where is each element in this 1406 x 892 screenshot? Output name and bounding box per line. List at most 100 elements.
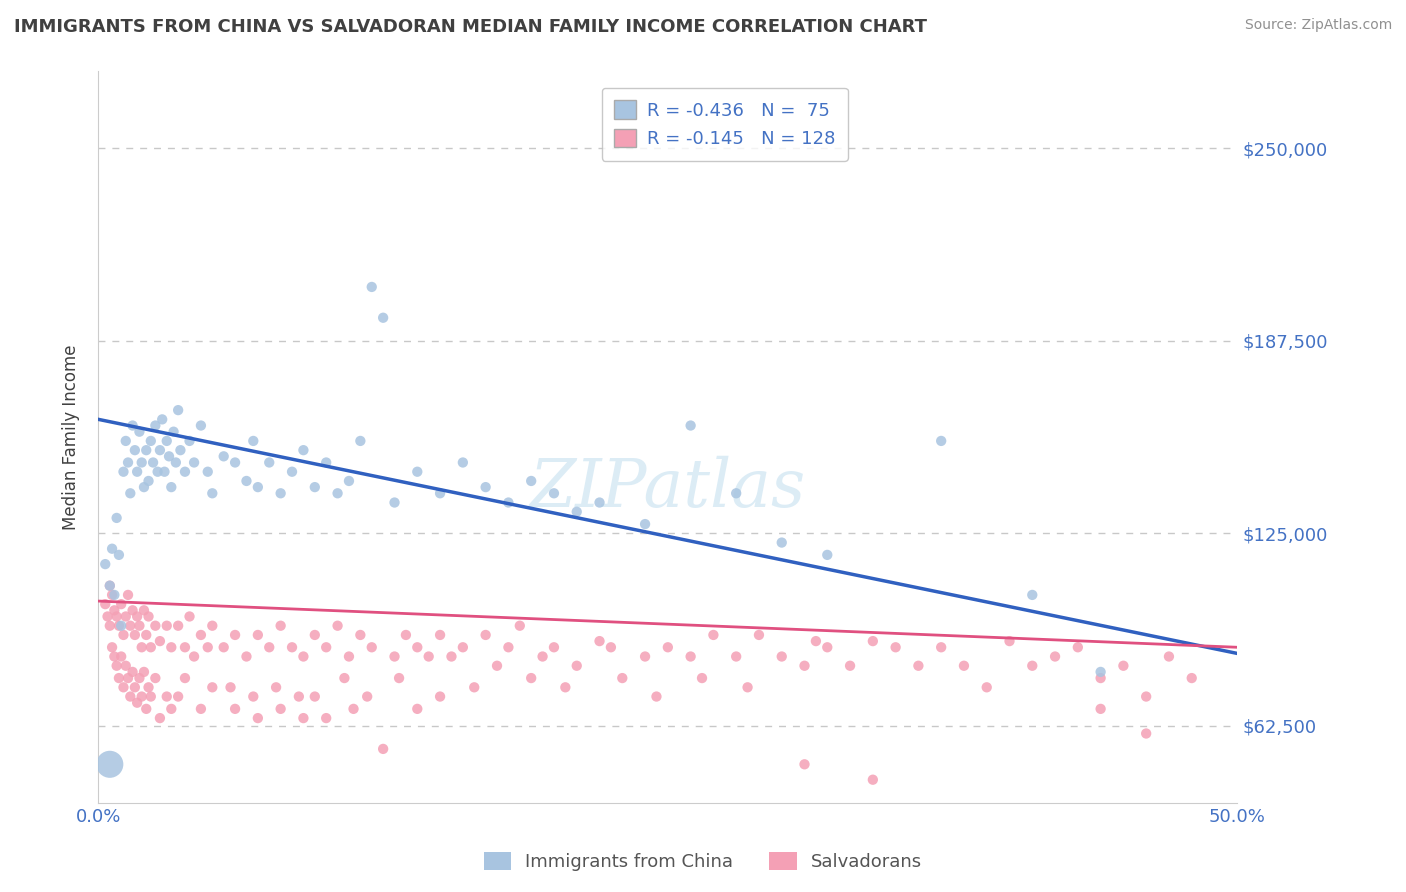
Point — [138, 681, 160, 695]
Point — [360, 280, 382, 294]
Point — [190, 702, 212, 716]
Point — [94, 597, 117, 611]
Point — [612, 671, 634, 685]
Point — [815, 548, 838, 562]
Point — [702, 628, 724, 642]
Point — [124, 443, 146, 458]
Point — [98, 757, 121, 772]
Point — [139, 434, 162, 448]
Point — [804, 634, 827, 648]
Point — [94, 557, 117, 571]
Point — [132, 665, 155, 679]
Point — [657, 640, 679, 655]
Point — [1135, 726, 1157, 740]
Point — [531, 649, 554, 664]
Point — [132, 480, 155, 494]
Point — [270, 702, 292, 716]
Point — [690, 671, 713, 685]
Point — [124, 628, 146, 642]
Point — [463, 681, 485, 695]
Point — [270, 486, 292, 500]
Point — [149, 443, 172, 458]
Point — [135, 628, 157, 642]
Point — [543, 640, 565, 655]
Point — [120, 486, 142, 500]
Point — [770, 535, 793, 549]
Point — [201, 681, 224, 695]
Point — [138, 609, 160, 624]
Point — [117, 671, 139, 685]
Point — [406, 640, 429, 655]
Point — [333, 671, 356, 685]
Point — [121, 418, 143, 433]
Point — [242, 434, 264, 448]
Point — [520, 671, 543, 685]
Point — [862, 634, 884, 648]
Point — [179, 609, 201, 624]
Point — [201, 618, 224, 632]
Point — [474, 480, 496, 494]
Point — [1090, 702, 1112, 716]
Point — [554, 681, 576, 695]
Point — [183, 649, 205, 664]
Point — [103, 588, 125, 602]
Point — [156, 618, 179, 632]
Point — [101, 588, 124, 602]
Point — [174, 465, 197, 479]
Point — [1090, 665, 1112, 679]
Point — [153, 465, 176, 479]
Point — [588, 634, 610, 648]
Point — [145, 418, 167, 433]
Point — [509, 618, 531, 632]
Point — [108, 671, 131, 685]
Point — [190, 418, 212, 433]
Point — [114, 658, 136, 673]
Point — [679, 418, 702, 433]
Point — [474, 628, 496, 642]
Point — [110, 618, 132, 632]
Point — [131, 690, 153, 704]
Point — [429, 628, 451, 642]
Point — [160, 640, 183, 655]
Point — [246, 711, 269, 725]
Point — [486, 658, 509, 673]
Point — [281, 465, 304, 479]
Point — [110, 649, 132, 664]
Point — [156, 690, 179, 704]
Point — [498, 640, 520, 655]
Point — [371, 310, 394, 325]
Point — [103, 649, 125, 664]
Point — [156, 434, 179, 448]
Point — [259, 455, 281, 469]
Point — [451, 640, 474, 655]
Point — [174, 640, 197, 655]
Point — [748, 628, 770, 642]
Point — [429, 690, 451, 704]
Point — [1021, 658, 1043, 673]
Point — [131, 455, 153, 469]
Point — [884, 640, 907, 655]
Point — [1181, 671, 1204, 685]
Point — [128, 618, 150, 632]
Point — [281, 640, 304, 655]
Point — [139, 690, 162, 704]
Point — [169, 443, 191, 458]
Point — [98, 579, 121, 593]
Point — [839, 658, 862, 673]
Point — [793, 757, 815, 772]
Point — [131, 640, 153, 655]
Point — [1067, 640, 1090, 655]
Point — [349, 628, 371, 642]
Point — [384, 495, 406, 509]
Point — [264, 681, 287, 695]
Point — [498, 495, 520, 509]
Point — [167, 690, 190, 704]
Point — [406, 702, 429, 716]
Point — [815, 640, 838, 655]
Point — [246, 480, 269, 494]
Point — [235, 474, 257, 488]
Point — [146, 465, 169, 479]
Point — [235, 649, 257, 664]
Point — [149, 711, 172, 725]
Point — [395, 628, 418, 642]
